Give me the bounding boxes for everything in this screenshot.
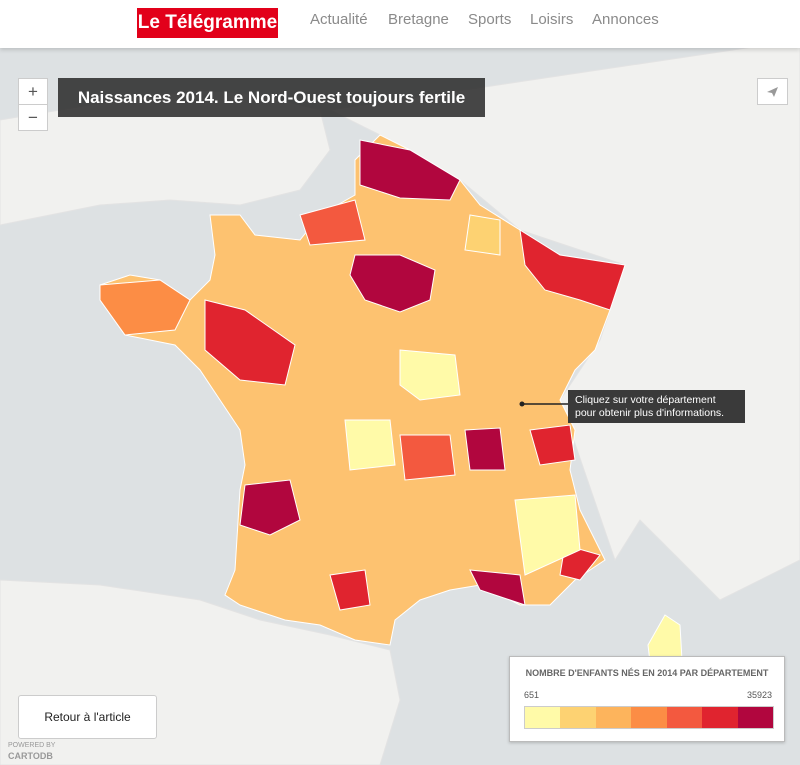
tooltip-line: Cliquez sur votre département bbox=[575, 394, 716, 406]
nav-item[interactable]: Bretagne bbox=[388, 11, 449, 28]
map-title: Naissances 2014. Le Nord-Ouest toujours … bbox=[58, 78, 485, 117]
tooltip-line: pour obtenir plus d'informations. bbox=[575, 407, 724, 419]
region bbox=[349, 254, 436, 313]
zoom-in[interactable]: + bbox=[18, 78, 48, 105]
land bbox=[328, 39, 800, 601]
attribution-brand: CARTODB bbox=[8, 751, 53, 761]
region bbox=[529, 424, 576, 466]
region bbox=[464, 427, 506, 471]
legend-min: 651 bbox=[524, 690, 540, 700]
legend-swatch bbox=[525, 707, 561, 728]
region bbox=[514, 494, 581, 576]
legend-swatch bbox=[595, 707, 632, 728]
region bbox=[344, 419, 396, 471]
legend-swatch bbox=[631, 707, 667, 728]
region bbox=[299, 199, 366, 246]
legend-swatch bbox=[560, 707, 596, 728]
back-button[interactable]: Retour à l'article bbox=[18, 695, 157, 739]
legend-swatch bbox=[702, 707, 738, 728]
france bbox=[99, 134, 626, 646]
header: Le Télégramme Actualité Bretagne Sports Loi… bbox=[0, 0, 800, 48]
tooltip-box bbox=[568, 390, 745, 423]
region bbox=[399, 434, 456, 481]
nav-item[interactable]: Actualité bbox=[310, 11, 368, 28]
nav-item[interactable]: Sports bbox=[468, 11, 512, 28]
share-button[interactable] bbox=[757, 78, 788, 105]
region bbox=[359, 139, 461, 201]
tooltip-dot bbox=[519, 401, 525, 407]
legend-title: NOMBRE D'ENFANTS NÉS EN 2014 PAR DÉPARTE… bbox=[525, 668, 769, 678]
region bbox=[204, 299, 296, 386]
region bbox=[469, 569, 526, 606]
nav-item[interactable]: Loisirs bbox=[530, 11, 574, 28]
attribution: POWERED BY bbox=[8, 742, 56, 749]
legend-swatch bbox=[737, 707, 773, 728]
legend-max: 35923 bbox=[746, 690, 772, 700]
nav-item[interactable]: Annonces bbox=[592, 11, 659, 28]
legend-swatch bbox=[666, 707, 703, 728]
region bbox=[239, 479, 301, 536]
share-icon bbox=[767, 87, 778, 97]
region bbox=[399, 349, 461, 401]
region bbox=[329, 569, 371, 611]
legend: NOMBRE D'ENFANTS NÉS EN 2014 PAR DÉPARTE… bbox=[509, 656, 785, 742]
region bbox=[99, 279, 191, 336]
legend-scale bbox=[524, 706, 774, 729]
zoom-out[interactable]: − bbox=[18, 104, 48, 131]
region bbox=[464, 214, 501, 256]
region bbox=[519, 229, 626, 311]
logo[interactable]: Le Télégramme bbox=[137, 8, 278, 38]
